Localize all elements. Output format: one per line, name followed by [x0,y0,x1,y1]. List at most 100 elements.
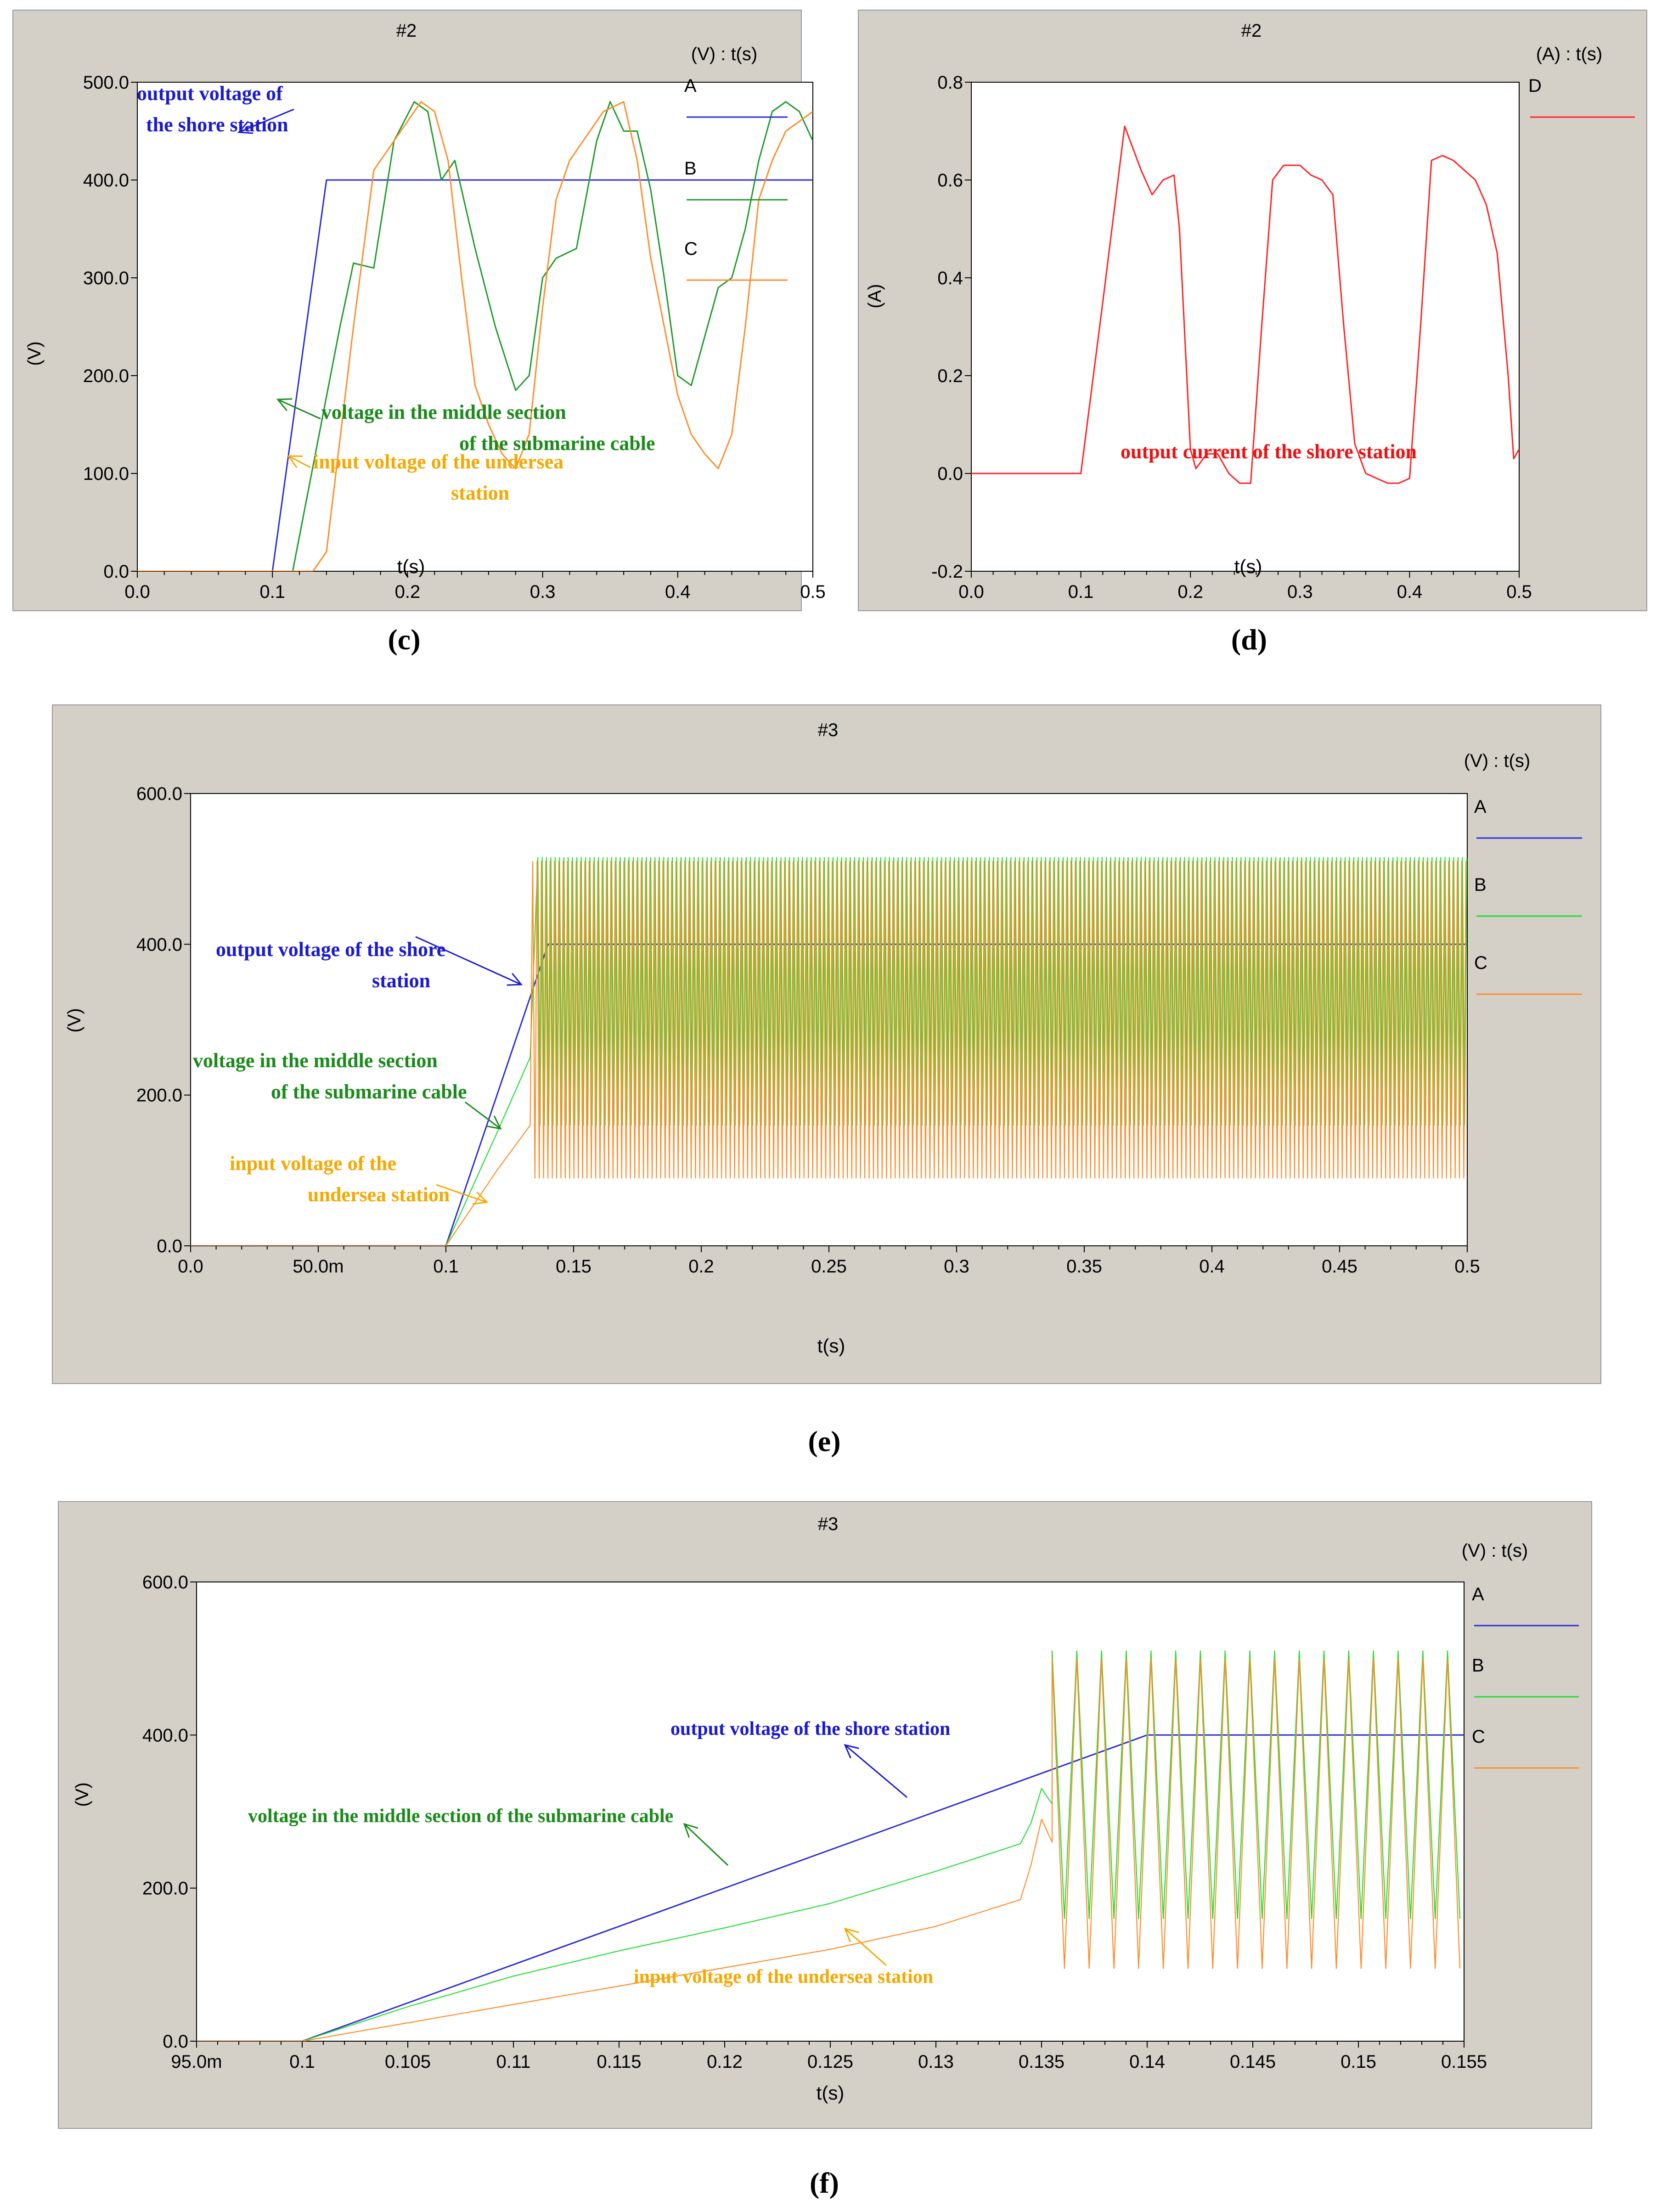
y-tick-label: 0.0 [163,2032,188,2052]
x-tick-label: 0.25 [811,1256,847,1277]
x-tick-label: 0.4 [1397,582,1423,602]
x-tick-label: 0.5 [1506,582,1532,602]
annotation-line-1: output voltage of the shore [216,938,445,961]
x-tick-label: 50.0m [293,1256,344,1277]
annotation-line-2: of the submarine cable [271,1081,467,1103]
x-tick-label: 0.15 [1341,2052,1376,2072]
annotation-label: voltage in the middle section of the subm… [193,1049,467,1103]
annotation-arrow-shaft [288,455,311,468]
y-tick-label: 600.0 [136,784,182,804]
legend-letter-B: B [1474,875,1487,895]
legend-letter-B: B [684,158,697,179]
series-line-A [197,1734,1464,2041]
x-tick-label: 0.155 [1441,2052,1487,2072]
y-tick-label: 0.0 [103,562,129,582]
x-axis-label: t(s) [397,556,425,577]
chart-title: #3 [818,1514,839,1534]
y-tick-label: 400.0 [83,170,129,191]
x-axis-label: t(s) [817,1335,845,1356]
x-tick-label: 0.3 [944,1256,969,1277]
units-label: (A) : t(s) [1536,44,1602,64]
annotation-arrow-head [237,121,253,134]
plot-area [971,82,1520,572]
x-tick-label: 0.4 [665,582,691,602]
units-label: (V) : t(s) [1462,1541,1528,1561]
chart-panel-c: #2 (V) : t(s) 0.0 100.0 200.0 300.0 400.0 500.0… [12,10,826,611]
x-tick-label: 0.0 [958,582,984,602]
annotation-line-1: input voltage of the undersea [313,450,563,473]
y-tick-label: 0.6 [937,170,963,191]
series-group [971,125,1519,484]
y-tick-label: 400.0 [142,1725,188,1745]
legend-letter-A: A [1472,1584,1484,1604]
y-tick-label: 500.0 [83,73,129,93]
annotation-label: input voltage of the undersea station [634,1966,933,1987]
y-tick-label: 0.4 [937,268,963,288]
x-tick-label: 0.0 [178,1256,203,1277]
annotation-line-1: voltage in the middle section [193,1049,438,1072]
annotation-line-1: voltage in the middle section of the sub… [248,1806,673,1827]
y-tick-label: 600.0 [142,1572,188,1593]
series-line-D [971,125,1519,484]
chart-panel-f: #3 (V) : t(s) 0.0 200.0 400.0 600.0 95.0m 0.1 0.… [58,1501,1592,2129]
x-tick-label: 0.5 [1454,1256,1480,1277]
x-tick-label: 0.125 [807,2052,853,2072]
annotation-arrow-head [683,1823,698,1838]
annotation-line-1: input voltage of the undersea station [634,1966,933,1987]
annotation-arrow-shaft [683,1823,729,1866]
annotation-line-2: station [372,969,430,992]
annotation-label: output current of the shore station [1121,440,1417,463]
annotation-arrow-head [486,1115,502,1130]
x-tick-label: 95.0m [171,2052,222,2072]
y-axis-label: (V) [24,341,45,366]
annotation-arrow-shaft [465,1101,501,1130]
annotation-label: output voltage of the shore station [670,1718,950,1739]
x-tick-label: 0.135 [1019,2052,1065,2072]
legend-letter-C: C [684,239,698,259]
annotation-line-2: the shore station [146,113,288,136]
x-tick-label: 0.1 [1068,582,1094,602]
annotation-arrow-head [472,1191,489,1205]
x-tick-label: 0.12 [707,2052,743,2072]
x-tick-label: 0.13 [918,2052,954,2072]
series-line-B [137,101,813,571]
y-tick-label: 100.0 [83,464,129,484]
panel-caption-d: (d) [1231,623,1267,656]
x-tick-label: 0.5 [800,582,826,602]
series-line-A [137,179,813,571]
x-tick-label: 0.105 [385,2052,431,2072]
x-tick-label: 0.3 [530,582,556,602]
legend-letter-C: C [1474,953,1487,973]
y-axis-label: (V) [64,1008,84,1032]
chart-panel-e: #3 (V) : t(s) 0.0 200.0 400.0 600.0 0.0 50.0m 0.… [52,704,1601,1384]
legend-letter-B: B [1472,1655,1484,1676]
units-label: (V) : t(s) [1464,751,1530,771]
annotation-line-2: station [451,482,509,504]
annotation-arrow-shaft [238,108,294,133]
x-tick-label: 0.14 [1129,2052,1165,2072]
series-line-C [137,101,813,571]
annotation-arrow-shaft [845,1928,887,1966]
chart-title: #3 [818,720,839,740]
x-tick-label: 0.145 [1230,2052,1276,2072]
x-tick-label: 0.2 [688,1256,714,1277]
annotation-line-1: output current of the shore station [1121,440,1417,463]
y-axis-label: (A) [865,284,885,308]
annotation-label: voltage in the middle section of the subm… [321,401,655,455]
series-line-C [197,1658,1461,2041]
legend-letter-A: A [1474,797,1487,817]
annotation-label: output voltage of the shore station [216,938,445,992]
x-tick-label: 0.2 [395,582,421,602]
annotation-label: input voltage of the undersea station [313,450,563,504]
series-group [191,857,1467,1246]
series-line-B [191,857,1467,1246]
annotation-arrow-head [507,973,523,986]
x-tick-label: 0.115 [597,2052,641,2072]
y-tick-label: 200.0 [142,1879,188,1899]
chart-title: #2 [396,21,417,41]
annotation-arrow-shaft [845,1744,907,1798]
annotation-line-2: of the submarine cable [459,432,655,455]
series-group [197,1650,1464,2041]
x-tick-label: 0.1 [259,582,285,602]
